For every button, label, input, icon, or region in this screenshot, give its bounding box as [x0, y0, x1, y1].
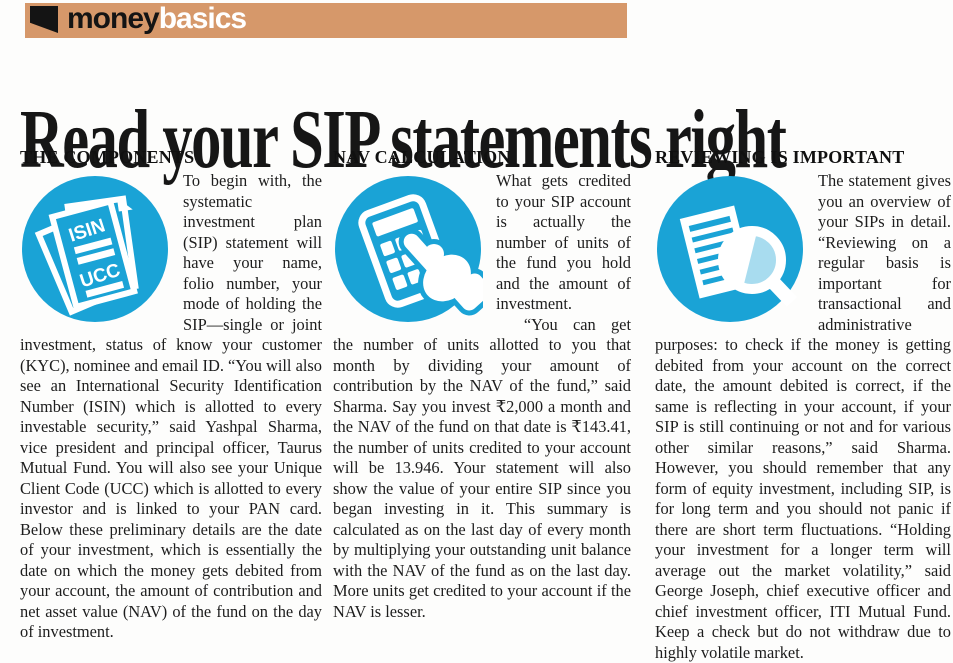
magnifier-glass	[718, 226, 798, 307]
masthead-title-money: money	[67, 2, 160, 35]
column-paragraph: “You can get the number of units allotte…	[333, 314, 631, 621]
article-column-reviewing: REVIEWING IS IMPORTANT	[655, 147, 951, 663]
pointing-hand-icon	[403, 233, 483, 311]
masthead-title-basics: basics	[158, 2, 247, 35]
column-heading: REVIEWING IS IMPORTANT	[655, 147, 905, 167]
column-paragraph: What gets credited to your SIP account i…	[496, 171, 631, 313]
column-heading: NAV CALCULATION	[333, 147, 511, 167]
page-title: Read your SIP statements right	[20, 93, 787, 187]
column-heading: THE COMPONENTS	[20, 147, 195, 167]
column-paragraph: The statement gives you an overview of y…	[655, 171, 951, 662]
documents-isin-ucc-icon: ISIN UCC	[20, 174, 170, 324]
masthead-title: moneybasics	[67, 2, 247, 36]
column-paragraph: To begin with, the systematic investment…	[20, 171, 322, 641]
article-column-components: THE COMPONENTS ISIN UCC To begin with, t…	[20, 147, 322, 643]
article-column-nav-calculation: NAV CALCULATION	[333, 147, 631, 622]
calculator-hand-icon	[333, 174, 483, 324]
article-columns: THE COMPONENTS ISIN UCC To begin with, t…	[20, 147, 951, 663]
corner-triangle-icon	[30, 6, 58, 33]
masthead-bar: moneybasics	[25, 2, 627, 38]
magnifier-document-icon	[655, 174, 805, 324]
